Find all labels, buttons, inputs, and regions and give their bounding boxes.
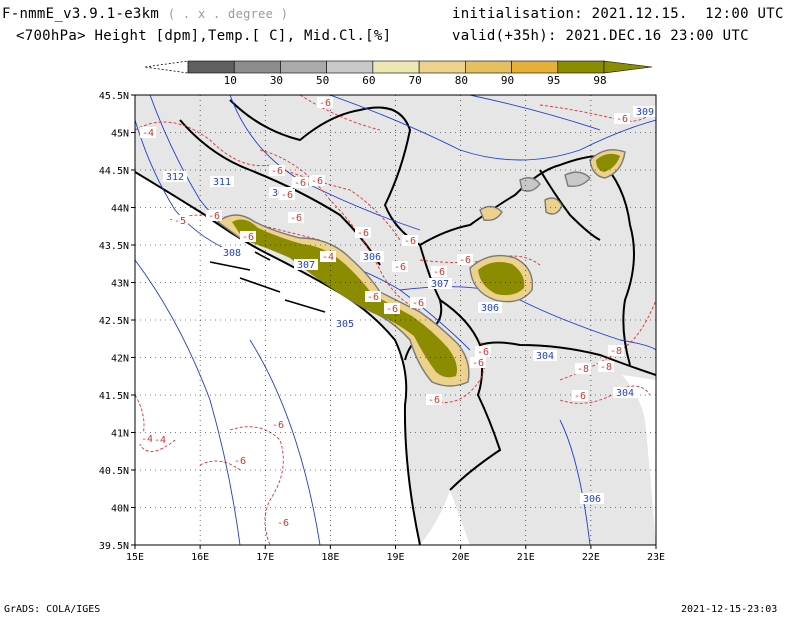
- temperature-contour-label: -6: [412, 298, 424, 309]
- latitude-label: 44.5N: [99, 166, 129, 177]
- longitude-label: 20E: [452, 552, 470, 563]
- temperature-contour-label: -4: [154, 435, 166, 446]
- colorbar-label: 80: [455, 74, 468, 87]
- temperature-contour-label: -6: [319, 98, 331, 109]
- colorbar-label: 50: [316, 74, 329, 87]
- temperature-contour-label: -5: [174, 216, 186, 227]
- variables-label: <700hPa> Height [dpm],Temp.[ C], Mid.Cl.…: [16, 28, 392, 44]
- latitude-label: 40.5N: [99, 466, 129, 477]
- height-contour-label: 305: [336, 319, 354, 330]
- temperature-contour-label: -6: [477, 347, 489, 358]
- temperature-contour-label: -6: [386, 304, 398, 315]
- longitude-label: 23E: [647, 552, 665, 563]
- temperature-contour-label: -6: [242, 232, 254, 243]
- footer-timestamp: 2021-12-15-23:03: [681, 604, 778, 615]
- dalmatian-islands: [209, 251, 326, 313]
- temperature-contour-label: -6: [428, 395, 440, 406]
- longitude-label: 18E: [321, 552, 339, 563]
- latitude-label: 45N: [111, 129, 129, 140]
- height-contour-label: 306: [583, 494, 601, 505]
- temperature-contour-label: -6: [277, 518, 289, 529]
- temperature-contour-label: -6: [459, 255, 471, 266]
- valid-time-info: valid(+35h): 2021.DEC.16 23:00 UTC: [452, 28, 749, 44]
- longitude-labels: 15E 16E 17E 18E 19E 20E 21E 22E 23E: [126, 545, 665, 563]
- temperature-contour-label: -6: [208, 211, 220, 222]
- latitude-label: 39.5N: [99, 541, 129, 552]
- colorbar-label: 10: [224, 74, 237, 87]
- temperature-contour-labels: -6-4-6-6 -6-6-5 -6 -6-6 -6-6-4-6 -6-6-6-6-6-8…: [139, 97, 630, 529]
- longitude-label: 16E: [191, 552, 209, 563]
- latitude-label: 41N: [111, 429, 129, 440]
- graticule: [135, 95, 656, 545]
- height-contour-label: 308: [223, 248, 241, 259]
- longitude-label: 15E: [126, 552, 144, 563]
- temperature-contour-label: -6: [394, 262, 406, 273]
- height-contour-label: 304: [536, 351, 554, 362]
- temperature-contour-label: -6: [311, 176, 323, 187]
- temperature-contour-label: -6: [616, 114, 628, 125]
- longitude-label: 22E: [582, 552, 600, 563]
- initialisation-info: initialisation: 2021.12.15. 12:00 UTC: [452, 6, 784, 22]
- adriatic-sea: [135, 95, 420, 545]
- ionian-sea: [420, 490, 470, 545]
- colorbar-label: 95: [547, 74, 560, 87]
- temperature-contour-label: -6: [357, 228, 369, 239]
- colorbar-label: 60: [362, 74, 375, 87]
- colorbar-label: 30: [270, 74, 283, 87]
- temperature-contour-label: -6: [404, 236, 416, 247]
- height-contour-label: 307: [431, 279, 449, 290]
- latitude-label: 42.5N: [99, 316, 129, 327]
- latitude-label: 41.5N: [99, 391, 129, 402]
- temperature-contour-label: -6: [272, 420, 284, 431]
- temperature-contour-label: -4: [322, 252, 334, 263]
- height-contour-label: 304: [616, 388, 634, 399]
- longitude-label: 21E: [517, 552, 535, 563]
- temperature-contour-label: -6: [290, 213, 302, 224]
- temperature-contour-label: -6: [294, 178, 306, 189]
- temperature-contour-label: -6: [433, 267, 445, 278]
- temperature-contour-label: -6: [281, 190, 293, 201]
- latitude-label: 43N: [111, 279, 129, 290]
- temperature-contour-label: -6: [271, 166, 283, 177]
- height-contour-label: 306: [363, 252, 381, 263]
- latitude-label: 44N: [111, 204, 129, 215]
- temperature-contour-label: -6: [367, 292, 379, 303]
- temperature-contour-label: -8: [577, 364, 589, 375]
- temperature-contour-label: -6: [234, 456, 246, 467]
- colorbar: 10 30 50 60 70 80 90 95 98: [144, 60, 653, 87]
- height-contour-label: 307: [297, 260, 315, 271]
- height-contour-label: 306: [481, 303, 499, 314]
- latitude-label: 45.5N: [99, 91, 129, 102]
- temperature-contour-label: -8: [600, 362, 612, 373]
- temperature-contour-label: -6: [472, 358, 484, 369]
- colorbar-label: 90: [501, 74, 514, 87]
- aegean-sea: [622, 375, 656, 545]
- height-contour-label: 311: [213, 177, 231, 188]
- latitude-label: 42N: [111, 354, 129, 365]
- temperature-contour-label: -4: [142, 128, 154, 139]
- footer-credit: GrADS: COLA/IGES: [4, 604, 101, 615]
- model-title: F-nmmE_v3.9.1-e3km ( . x . degree ): [2, 6, 289, 22]
- latitude-label: 43.5N: [99, 241, 129, 252]
- height-contour-label: 309: [636, 107, 654, 118]
- latitude-label: 40N: [111, 504, 129, 515]
- colorbar-label: 70: [408, 74, 421, 87]
- temperature-contour-label: -4: [141, 434, 153, 445]
- longitude-label: 17E: [256, 552, 274, 563]
- colorbar-high-arrow: [603, 60, 653, 74]
- temperature-contour-label: -6: [574, 391, 586, 402]
- latitude-labels: 45.5N 45N 44.5N 44N 43.5N 43N 42.5N 42N 41.5N 41N…: [99, 91, 135, 552]
- colorbar-label: 98: [593, 74, 606, 87]
- height-contour-label: 312: [166, 172, 184, 183]
- longitude-label: 19E: [386, 552, 404, 563]
- temperature-contour-label: -8: [610, 346, 622, 357]
